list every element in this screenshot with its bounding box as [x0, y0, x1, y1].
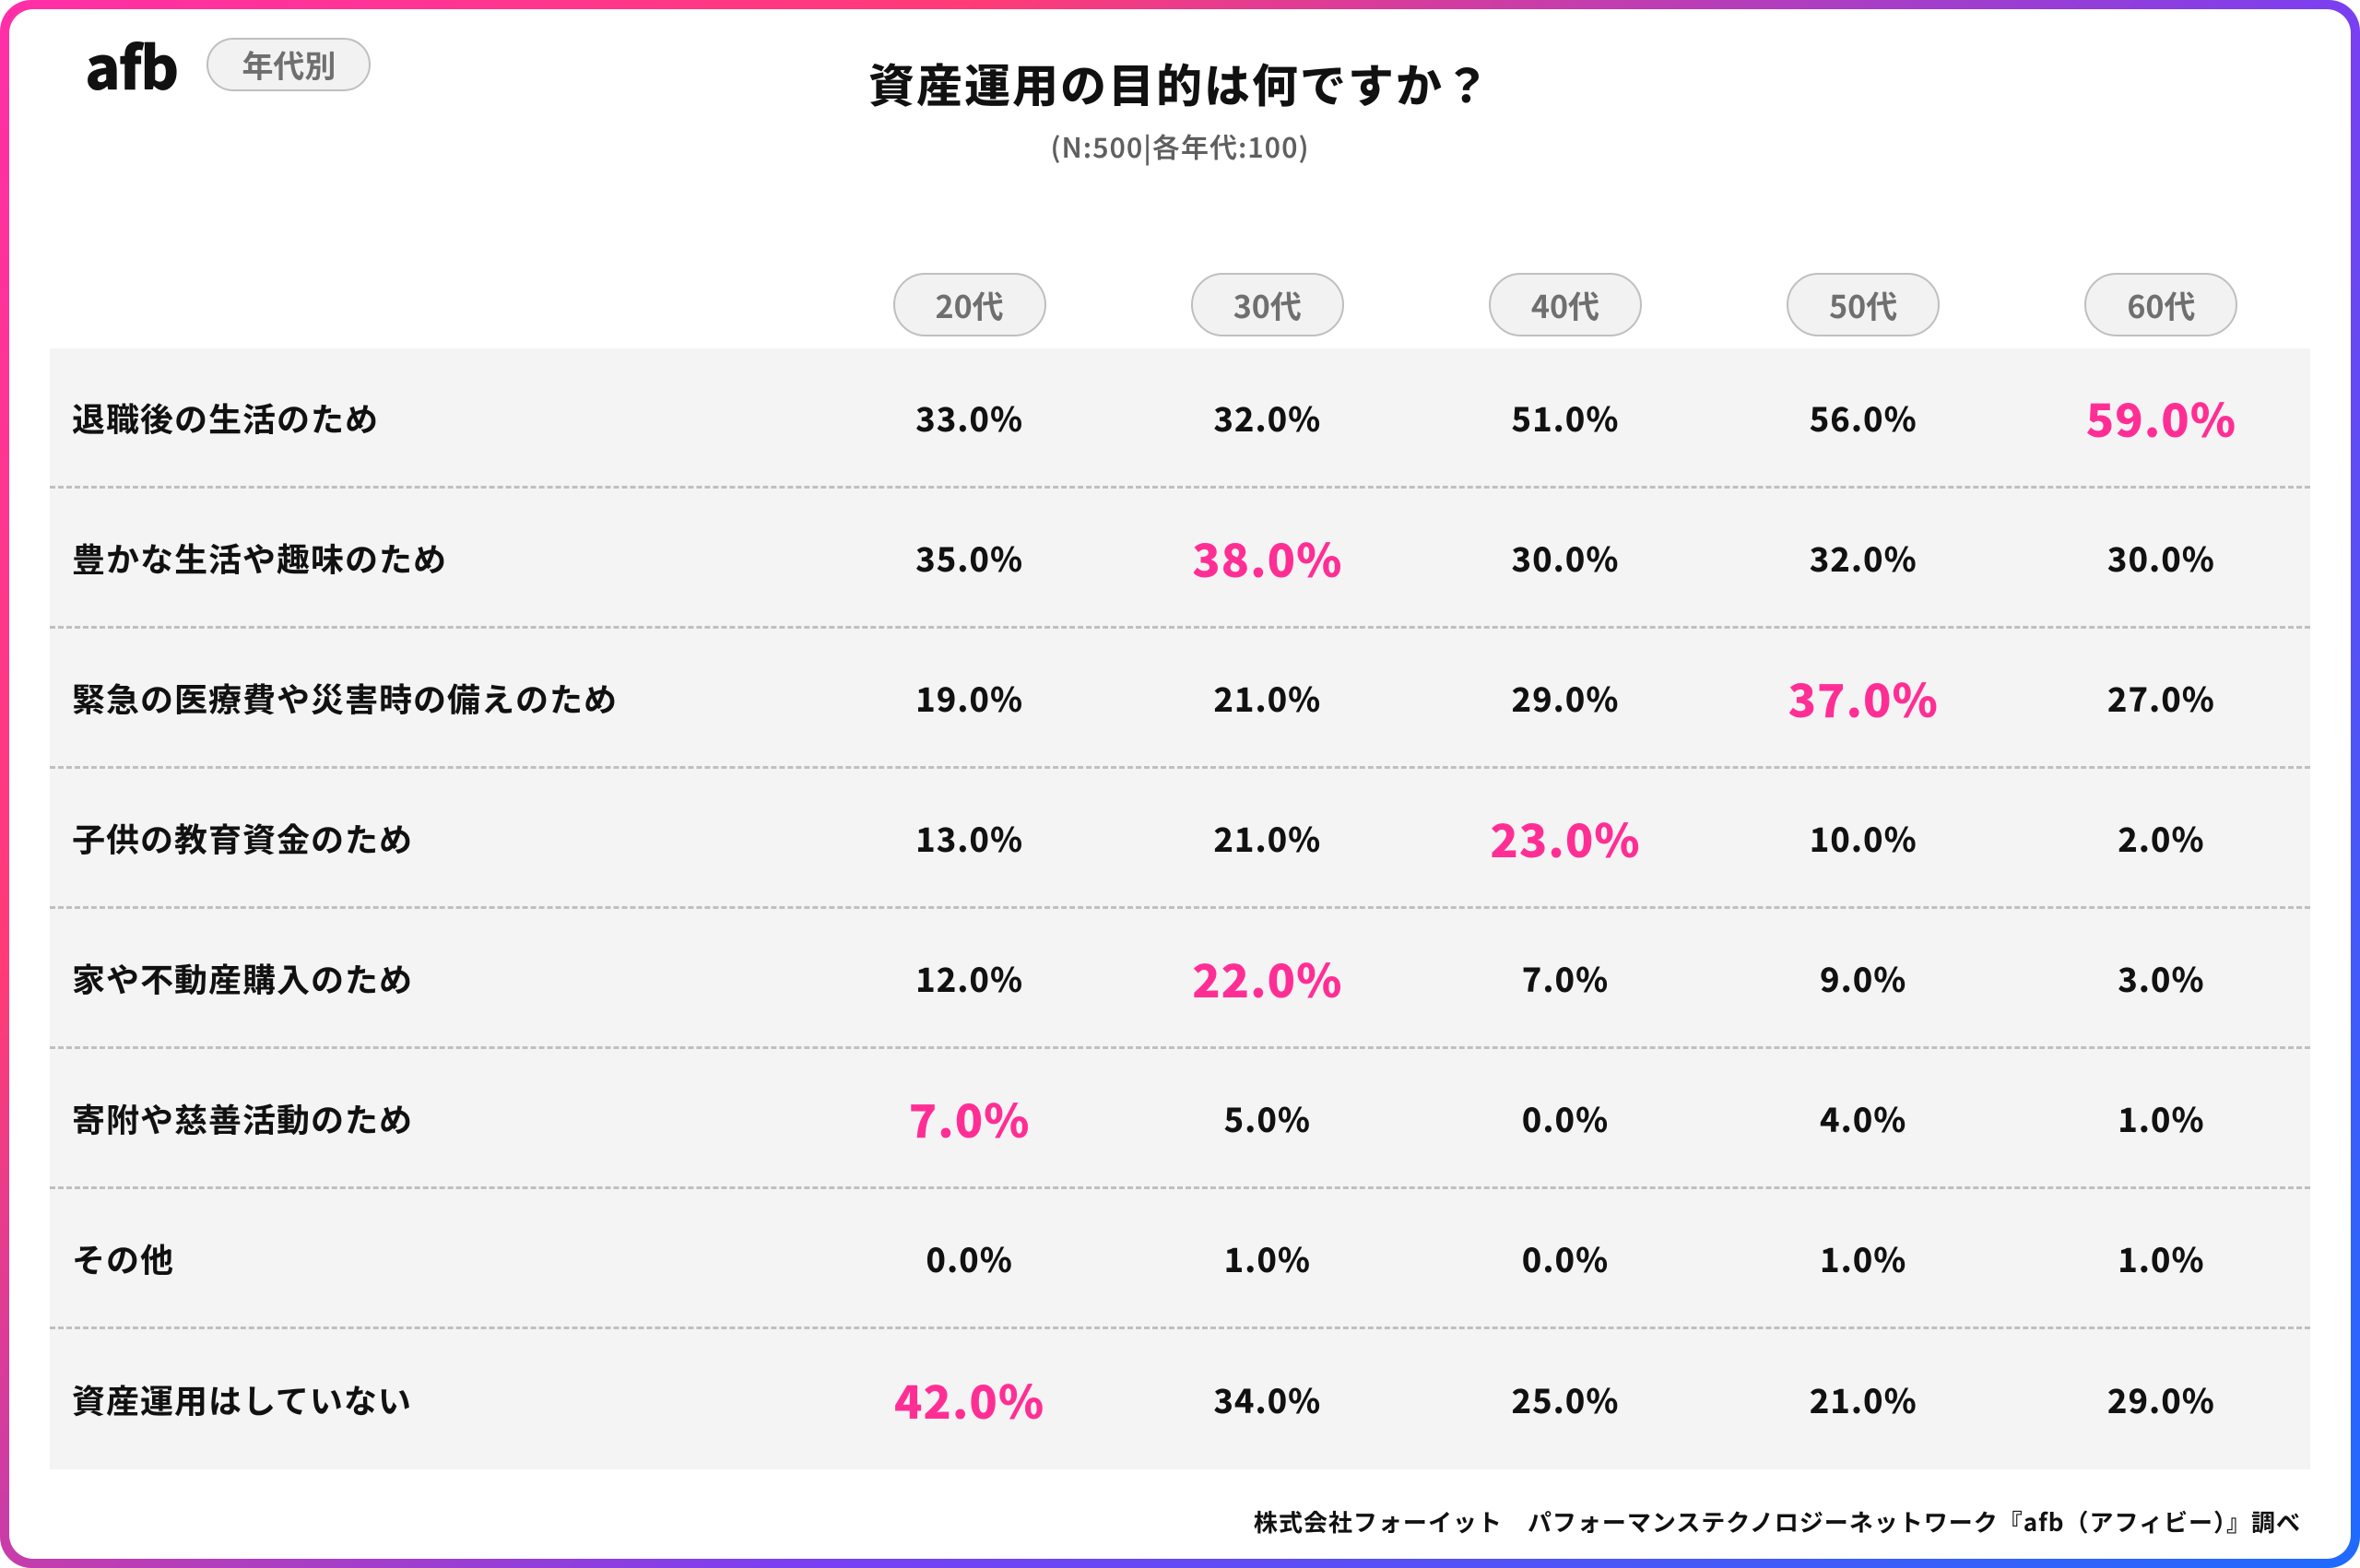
row-label: 家や不動産購入のため	[50, 954, 820, 1002]
cell-highlight: 37.0%	[1715, 665, 2012, 731]
column-header: 60代	[2012, 273, 2310, 336]
column-header-pill: 40代	[1489, 273, 1642, 336]
cell-value: 29.0%	[1416, 674, 1714, 722]
row-label: 緊急の医療費や災害時の備えのため	[50, 674, 820, 722]
cell-value: 10.0%	[1715, 814, 2012, 862]
row-label: 退職後の生活のため	[50, 394, 820, 442]
cell-value: 13.0%	[820, 814, 1118, 862]
column-header: 50代	[1715, 273, 2012, 336]
column-header: 40代	[1416, 273, 1714, 336]
table-row: 緊急の医療費や災害時の備えのため19.0%21.0%29.0%37.0%27.0…	[50, 629, 2310, 769]
row-label: 子供の教育資金のため	[50, 814, 820, 862]
table-row: 寄附や慈善活動のため7.0%5.0%0.0%4.0%1.0%	[50, 1049, 2310, 1189]
row-label: 寄附や慈善活動のため	[50, 1094, 820, 1142]
cell-value: 4.0%	[1715, 1094, 2012, 1142]
cell-value: 1.0%	[2012, 1234, 2310, 1282]
cell-value: 7.0%	[1416, 954, 1714, 1002]
cell-value: 34.0%	[1118, 1375, 1416, 1423]
column-header-pill: 30代	[1191, 273, 1344, 336]
cell-highlight: 23.0%	[1416, 805, 1714, 871]
cell-value: 56.0%	[1715, 394, 2012, 442]
table-row: 退職後の生活のため33.0%32.0%51.0%56.0%59.0%	[50, 348, 2310, 489]
cell-highlight: 7.0%	[820, 1085, 1118, 1151]
table-row: 資産運用はしていない42.0%34.0%25.0%21.0%29.0%	[50, 1329, 2310, 1469]
cell-value: 21.0%	[1118, 674, 1416, 722]
cell-value: 0.0%	[820, 1234, 1118, 1282]
cell-value: 12.0%	[820, 954, 1118, 1002]
row-label: その他	[50, 1234, 820, 1282]
cell-value: 9.0%	[1715, 954, 2012, 1002]
cell-value: 35.0%	[820, 534, 1118, 582]
page-title: 資産運用の目的は何ですか？	[9, 50, 2351, 116]
title-block: 資産運用の目的は何ですか？ (N:500|各年代:100)	[9, 50, 2351, 166]
column-header: 30代	[1118, 273, 1416, 336]
column-header-pill: 50代	[1787, 273, 1940, 336]
table-row: 豊かな生活や趣味のため35.0%38.0%30.0%32.0%30.0%	[50, 489, 2310, 629]
column-header-pill: 60代	[2084, 273, 2237, 336]
cell-value: 27.0%	[2012, 674, 2310, 722]
cell-value: 30.0%	[1416, 534, 1714, 582]
cell-value: 33.0%	[820, 394, 1118, 442]
cell-value: 51.0%	[1416, 394, 1714, 442]
column-header-pill: 20代	[893, 273, 1046, 336]
cell-value: 32.0%	[1715, 534, 2012, 582]
cell-highlight: 42.0%	[820, 1366, 1118, 1432]
cell-value: 29.0%	[2012, 1375, 2310, 1423]
table-row: その他0.0%1.0%0.0%1.0%1.0%	[50, 1189, 2310, 1329]
cell-value: 21.0%	[1118, 814, 1416, 862]
data-table: 20代30代40代50代60代退職後の生活のため33.0%32.0%51.0%5…	[50, 260, 2310, 1469]
cell-value: 32.0%	[1118, 394, 1416, 442]
table-header-row: 20代 30代 40代 50代 60代	[50, 260, 2310, 348]
cell-highlight: 59.0%	[2012, 384, 2310, 451]
cell-value: 0.0%	[1416, 1094, 1714, 1142]
cell-value: 1.0%	[1715, 1234, 2012, 1282]
cell-value: 1.0%	[2012, 1094, 2310, 1142]
cell-value: 1.0%	[1118, 1234, 1416, 1282]
cell-value: 2.0%	[2012, 814, 2310, 862]
page-subtitle: (N:500|各年代:100)	[9, 125, 2351, 166]
cell-value: 5.0%	[1118, 1094, 1416, 1142]
source-footer: 株式会社フォーイット パフォーマンステクノロジーネットワーク『afb（アフィビー…	[1254, 1504, 2301, 1539]
cell-value: 19.0%	[820, 674, 1118, 722]
cell-value: 0.0%	[1416, 1234, 1714, 1282]
cell-value: 21.0%	[1715, 1375, 2012, 1423]
cell-highlight: 22.0%	[1118, 945, 1416, 1011]
cell-value: 3.0%	[2012, 954, 2310, 1002]
row-label: 資産運用はしていない	[50, 1375, 820, 1423]
row-label: 豊かな生活や趣味のため	[50, 534, 820, 582]
table-row: 子供の教育資金のため13.0%21.0%23.0%10.0%2.0%	[50, 769, 2310, 909]
cell-highlight: 38.0%	[1118, 525, 1416, 591]
cell-value: 30.0%	[2012, 534, 2310, 582]
content-panel: afb 年代別 資産運用の目的は何ですか？ (N:500|各年代:100) 20…	[9, 9, 2351, 1559]
gradient-frame: afb 年代別 資産運用の目的は何ですか？ (N:500|各年代:100) 20…	[0, 0, 2360, 1568]
table-row: 家や不動産購入のため12.0%22.0%7.0%9.0%3.0%	[50, 909, 2310, 1049]
column-header: 20代	[820, 273, 1118, 336]
cell-value: 25.0%	[1416, 1375, 1714, 1423]
